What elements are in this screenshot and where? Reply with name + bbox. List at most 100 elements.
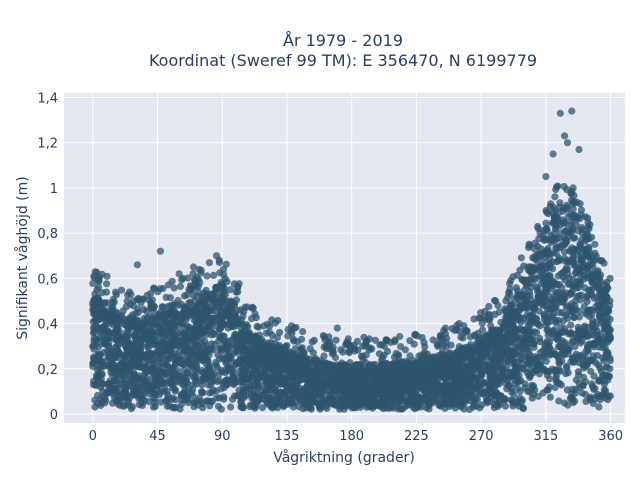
data-point [92, 381, 99, 388]
data-point [436, 354, 443, 361]
data-point [595, 378, 602, 385]
data-point [529, 301, 536, 308]
data-point [287, 356, 294, 363]
data-point [476, 404, 483, 411]
data-point [505, 309, 512, 316]
data-point [543, 225, 550, 232]
data-point [193, 381, 200, 388]
data-point [561, 183, 568, 190]
data-point [153, 368, 160, 375]
data-point [588, 307, 595, 314]
data-point [384, 362, 391, 369]
data-point [127, 291, 134, 298]
data-point [203, 376, 210, 383]
data-point [448, 394, 455, 401]
data-point [180, 338, 187, 345]
data-point [290, 370, 297, 377]
data-point [135, 376, 142, 383]
data-point [264, 399, 271, 406]
data-point [570, 214, 577, 221]
data-point [421, 387, 428, 394]
data-point [564, 302, 571, 309]
data-point [533, 329, 540, 336]
data-point [112, 289, 119, 296]
data-point [520, 292, 527, 299]
data-point [527, 284, 534, 291]
data-point [552, 186, 559, 193]
data-point [223, 261, 230, 268]
data-point [174, 319, 181, 326]
data-point [140, 306, 147, 313]
data-point [351, 404, 358, 411]
data-point [569, 386, 576, 393]
data-point [332, 337, 339, 344]
data-point [576, 359, 583, 366]
data-point [573, 278, 580, 285]
data-point [471, 343, 478, 350]
data-point [185, 385, 192, 392]
data-point [157, 360, 164, 367]
data-point [248, 315, 255, 322]
data-point [226, 343, 233, 350]
data-point [372, 337, 379, 344]
data-point [414, 395, 421, 402]
data-point [581, 253, 588, 260]
data-point [479, 326, 486, 333]
data-point [594, 393, 601, 400]
data-point [514, 399, 521, 406]
data-point [598, 257, 605, 264]
data-point [149, 382, 156, 389]
data-point [469, 351, 476, 358]
data-point [566, 280, 573, 287]
data-point [140, 296, 147, 303]
data-point [584, 263, 591, 270]
data-point [399, 405, 406, 412]
data-point [550, 328, 557, 335]
data-point [190, 270, 197, 277]
data-point [112, 353, 119, 360]
data-point [178, 391, 185, 398]
data-point [209, 317, 216, 324]
data-point [206, 259, 213, 266]
data-point [508, 397, 515, 404]
data-point [578, 207, 585, 214]
data-point [595, 361, 602, 368]
data-point [104, 315, 111, 322]
data-point [157, 399, 164, 406]
data-point [111, 299, 118, 306]
data-point [254, 377, 261, 384]
data-point [200, 342, 207, 349]
data-point [562, 236, 569, 243]
data-point [163, 294, 170, 301]
data-point [596, 313, 603, 320]
data-point [588, 291, 595, 298]
data-point [393, 350, 400, 357]
data-point [238, 404, 245, 411]
data-point [99, 388, 106, 395]
data-point [414, 404, 421, 411]
data-point [220, 271, 227, 278]
data-point [150, 360, 157, 367]
data-point [198, 367, 205, 374]
data-point [571, 331, 578, 338]
data-point [483, 348, 490, 355]
data-point [402, 346, 409, 353]
data-point [571, 398, 578, 405]
data-point [583, 348, 590, 355]
data-point [577, 200, 584, 207]
data-point [376, 350, 383, 357]
data-point [210, 377, 217, 384]
data-point [120, 403, 127, 410]
data-point [543, 270, 550, 277]
data-point [169, 404, 176, 411]
data-point [168, 329, 175, 336]
data-point [110, 378, 117, 385]
data-point [150, 394, 157, 401]
data-point [571, 343, 578, 350]
data-point [177, 283, 184, 290]
data-point [485, 381, 492, 388]
data-point [414, 332, 421, 339]
data-point [100, 306, 107, 313]
data-point [128, 405, 135, 412]
